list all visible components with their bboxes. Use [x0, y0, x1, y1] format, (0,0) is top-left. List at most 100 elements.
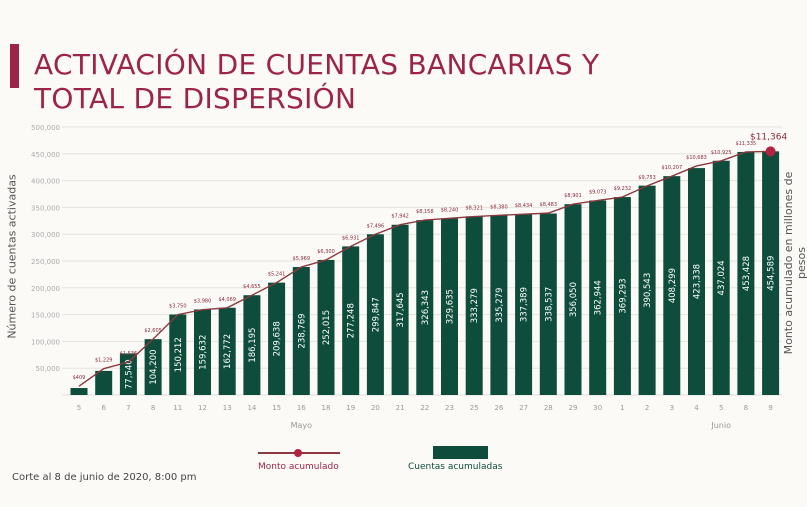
- bar: [391, 224, 409, 395]
- x-tick-label: 8: [744, 404, 748, 412]
- bar: [688, 168, 705, 395]
- x-tick-label: 5: [719, 404, 723, 412]
- y-tick-label: 450,000: [31, 151, 60, 159]
- bar: [490, 215, 508, 395]
- bar-value-label: 453,428: [742, 256, 752, 291]
- bar: [317, 259, 335, 395]
- bar-value-label: 159,632: [199, 335, 209, 370]
- x-tick-label: 9: [768, 404, 772, 412]
- bar: [342, 246, 360, 395]
- x-tick-label: 25: [470, 404, 479, 412]
- bar-value-label: 238,769: [297, 313, 307, 348]
- x-tick-label: 14: [247, 404, 256, 412]
- x-tick-label: 27: [519, 404, 528, 412]
- line-value-label: $2,605: [144, 328, 162, 334]
- line-value-label: $10,683: [686, 155, 707, 161]
- x-tick-label: 15: [272, 404, 281, 412]
- bar: [441, 218, 458, 395]
- footer-note: Corte al 8 de junio de 2020, 8:00 pm: [12, 472, 197, 483]
- y-tick-label: 350,000: [31, 204, 60, 212]
- line-value-label: $10,207: [661, 165, 682, 171]
- y2-axis-label: Monto acumulado en millones de pesos: [782, 171, 807, 355]
- month-label: Junio: [710, 421, 731, 430]
- line-value-label: $8,240: [441, 207, 459, 213]
- line-value-label: $8,483: [540, 202, 558, 208]
- month-label: Mayo: [291, 421, 313, 430]
- bar-value-label: 356,050: [569, 282, 579, 317]
- bar: [169, 314, 187, 395]
- bar-value-label: 362,944: [594, 280, 604, 315]
- bar-value-label: 326,343: [421, 290, 431, 325]
- x-tick-label: 8: [151, 404, 155, 412]
- bar-value-label: 277,248: [347, 303, 357, 338]
- bar-value-label: 104,200: [149, 349, 159, 384]
- bar: [243, 295, 261, 395]
- x-tick-label: 7: [126, 404, 130, 412]
- line-value-label: $3,750: [169, 304, 187, 310]
- x-tick-label: 28: [544, 404, 553, 412]
- x-tick-label: 3: [670, 404, 674, 412]
- page-title: ACTIVACIÓN DE CUENTAS BANCARIAS Y TOTAL …: [34, 48, 599, 116]
- line-value-label: $8,321: [465, 206, 483, 212]
- bar-value-label: 369,293: [618, 278, 628, 313]
- monto-line: [78, 150, 771, 387]
- line-value-label: $8,158: [416, 209, 434, 215]
- bar-value-label: 337,389: [520, 287, 530, 322]
- bar: [268, 282, 286, 395]
- line-value-label: $8,901: [564, 193, 582, 199]
- y-tick-label: 250,000: [31, 258, 60, 266]
- line-value-label: $409: [73, 375, 86, 381]
- bar-value-label: 209,638: [273, 321, 283, 356]
- bar-value-label: 390,543: [643, 273, 653, 308]
- bar: [663, 176, 681, 395]
- legend-label-monto: Monto acumulado: [258, 462, 339, 472]
- x-tick-label: 26: [494, 404, 503, 412]
- title-line-1: ACTIVACIÓN DE CUENTAS BANCARIAS Y: [34, 48, 600, 81]
- bar-value-label: 335,279: [495, 288, 505, 323]
- bar-value-label: 77,540: [124, 359, 134, 389]
- bar: [762, 151, 780, 395]
- bar: [564, 204, 582, 395]
- y-tick-label: 400,000: [31, 178, 60, 186]
- line-value-label: $1,536: [120, 351, 138, 357]
- line-value-label: $6,931: [342, 235, 360, 241]
- bar: [218, 307, 236, 395]
- line-value-label: $7,942: [391, 214, 409, 220]
- x-tick-label: 21: [396, 404, 405, 412]
- title-line-2: TOTAL DE DISPERSIÓN: [34, 82, 357, 115]
- bar: [712, 160, 730, 395]
- bar: [539, 213, 557, 395]
- line-value-label: $7,496: [367, 223, 385, 229]
- x-tick-label: 4: [694, 404, 699, 412]
- bar: [95, 370, 113, 395]
- line-value-label: $9,073: [589, 189, 607, 195]
- x-tick-label: 22: [420, 404, 429, 412]
- x-tick-label: 18: [322, 404, 331, 412]
- legend-label-cuentas: Cuentas acumuladas: [408, 462, 503, 472]
- bar: [292, 267, 310, 395]
- line-value-label: $11,364: [750, 132, 787, 142]
- x-tick-label: 19: [346, 404, 355, 412]
- line-value-label: $3,980: [194, 299, 212, 305]
- y-tick-label: 50,000: [36, 365, 61, 373]
- bar-value-label: 150,212: [174, 337, 184, 372]
- bar: [613, 197, 631, 395]
- line-value-label: $9,753: [638, 175, 656, 181]
- y-tick-label: 100,000: [31, 338, 60, 346]
- x-tick-label: 20: [371, 404, 380, 412]
- bar: [465, 216, 483, 395]
- y-tick-label: 300,000: [31, 231, 60, 239]
- bar-value-label: 252,015: [322, 310, 332, 345]
- x-tick-label: 29: [569, 404, 578, 412]
- bar-value-label: 329,635: [446, 289, 456, 324]
- line-value-label: $4,655: [243, 284, 261, 290]
- bar: [194, 309, 211, 395]
- x-tick-label: 13: [223, 404, 232, 412]
- bar-value-label: 186,195: [248, 328, 258, 363]
- x-tick-label: 6: [101, 404, 106, 412]
- bar-value-label: 423,338: [693, 264, 703, 299]
- bar-value-label: 162,772: [223, 334, 233, 369]
- y-axis-label: Número de cuentas activadas: [5, 174, 19, 339]
- bar-value-label: 454,589: [767, 256, 777, 291]
